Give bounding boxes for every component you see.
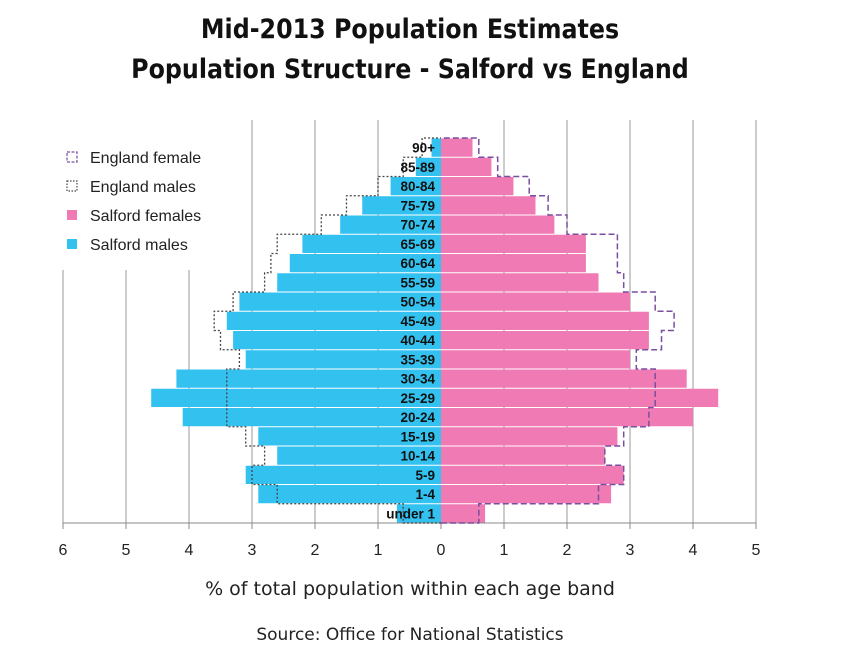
age-band-label: under 1 bbox=[386, 506, 435, 521]
salford-male-bar bbox=[277, 446, 441, 465]
salford-female-bar bbox=[441, 331, 649, 350]
salford-female-bar bbox=[441, 138, 473, 157]
age-band-label: 45-49 bbox=[400, 314, 435, 329]
x-axis-label: % of total population within each age ba… bbox=[205, 578, 615, 600]
x-tick-label: 3 bbox=[626, 542, 635, 559]
age-band-label: 65-69 bbox=[400, 237, 435, 252]
legend-swatch bbox=[66, 151, 78, 163]
salford-female-bar bbox=[441, 388, 719, 407]
salford-female-bar bbox=[441, 234, 586, 253]
age-band-label: 30-34 bbox=[400, 372, 435, 387]
chart-title-line2: Population Structure - Salford vs Englan… bbox=[131, 54, 689, 85]
age-band-label: 35-39 bbox=[400, 352, 435, 367]
chart-title-line1: Mid-2013 Population Estimates bbox=[200, 14, 620, 45]
age-band-label: 5-9 bbox=[415, 468, 435, 483]
salford-female-bar bbox=[441, 292, 630, 311]
salford-female-bar bbox=[441, 177, 514, 196]
age-band-label: 90+ bbox=[412, 141, 435, 156]
salford-male-bar bbox=[415, 157, 441, 176]
age-band-label: 60-64 bbox=[400, 256, 435, 271]
age-band-label: 40-44 bbox=[400, 333, 435, 348]
salford-female-bar bbox=[441, 446, 605, 465]
salford-male-bar bbox=[151, 388, 441, 407]
age-band-label: 15-19 bbox=[400, 429, 435, 444]
age-band-label: 80-84 bbox=[400, 179, 435, 194]
salford-female-bar bbox=[441, 311, 649, 330]
salford-male-bar bbox=[390, 177, 441, 196]
age-band-label: 25-29 bbox=[400, 391, 435, 406]
x-tick-label: 2 bbox=[311, 542, 320, 559]
source-note: Source: Office for National Statistics bbox=[256, 625, 564, 645]
age-band-label: 85-89 bbox=[400, 160, 435, 175]
salford-male-bar bbox=[233, 331, 441, 350]
age-band-label: 1-4 bbox=[415, 487, 435, 502]
x-tick-label: 4 bbox=[689, 542, 698, 559]
x-tick-label: 6 bbox=[59, 542, 68, 559]
x-tick-label: 2 bbox=[563, 542, 572, 559]
x-tick-label: 4 bbox=[185, 542, 194, 559]
salford-male-bar bbox=[396, 504, 441, 523]
salford-male-bar bbox=[245, 465, 441, 484]
x-tick-label: 1 bbox=[374, 542, 383, 559]
salford-female-bar bbox=[441, 504, 486, 523]
salford-female-bar bbox=[441, 273, 599, 292]
x-tick-label: 5 bbox=[122, 542, 131, 559]
age-band-label: 10-14 bbox=[400, 449, 435, 464]
salford-female-bar bbox=[441, 350, 630, 369]
age-band-label: 75-79 bbox=[400, 198, 435, 213]
england-male-outline bbox=[213, 137, 441, 524]
legend-label: England males bbox=[90, 179, 196, 196]
legend-swatch bbox=[66, 180, 78, 192]
salford-male-bar bbox=[258, 427, 441, 446]
salford-male-bar bbox=[258, 485, 441, 504]
salford-female-bar bbox=[441, 465, 624, 484]
legend-swatch bbox=[67, 239, 77, 249]
salford-female-bar bbox=[441, 369, 687, 388]
legend-swatch bbox=[67, 210, 77, 220]
salford-male-bar bbox=[277, 273, 441, 292]
salford-female-bar bbox=[441, 427, 618, 446]
salford-male-bar bbox=[239, 292, 441, 311]
salford-male-bar bbox=[340, 215, 441, 234]
salford-male-bar bbox=[226, 311, 441, 330]
salford-female-bar bbox=[441, 215, 555, 234]
salford-male-bar bbox=[302, 234, 441, 253]
age-band-label: 55-59 bbox=[400, 275, 435, 290]
age-band-label: 50-54 bbox=[400, 295, 435, 310]
age-band-label: 20-24 bbox=[400, 410, 435, 425]
salford-female-bar bbox=[441, 254, 586, 273]
x-tick-label: 3 bbox=[248, 542, 257, 559]
salford-male-bar bbox=[431, 138, 441, 157]
salford-male-bar bbox=[245, 350, 441, 369]
salford-female-bar bbox=[441, 485, 612, 504]
salford-female-bar bbox=[441, 157, 492, 176]
salford-male-bar bbox=[289, 254, 441, 273]
x-tick-label: 5 bbox=[752, 542, 761, 559]
salford-female-bar bbox=[441, 196, 536, 215]
x-tick-label: 1 bbox=[500, 542, 509, 559]
salford-female-bar bbox=[441, 408, 693, 427]
legend-label: England female bbox=[90, 150, 201, 167]
legend-label: Salford females bbox=[90, 208, 201, 225]
legend-label: Salford males bbox=[90, 237, 188, 254]
age-band-label: 70-74 bbox=[400, 218, 435, 233]
salford-male-bar bbox=[362, 196, 441, 215]
england-female-outline bbox=[441, 137, 675, 524]
salford-male-bar bbox=[182, 408, 441, 427]
salford-male-bar bbox=[176, 369, 441, 388]
x-tick-label: 0 bbox=[437, 542, 446, 559]
